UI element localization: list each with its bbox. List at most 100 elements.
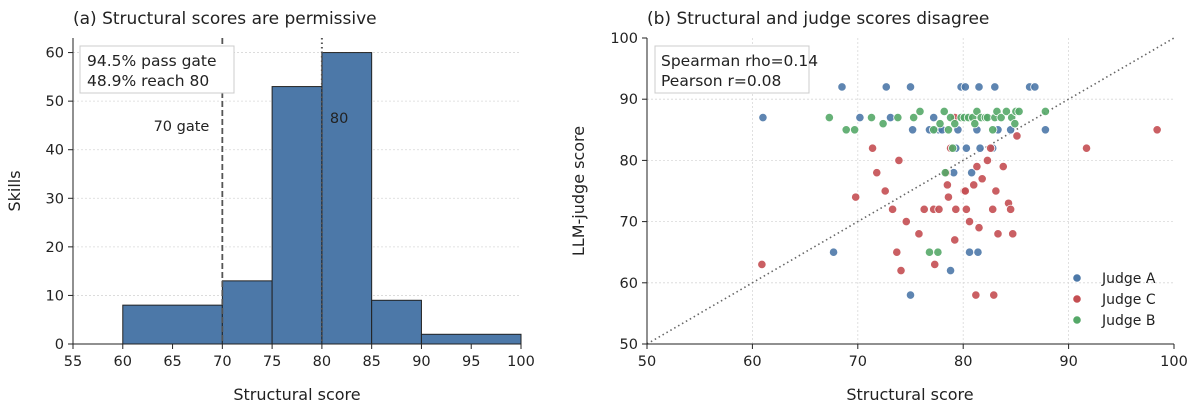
- scatter-point-judge-c: [974, 223, 984, 233]
- histogram-panel: (a) Structural scores are permissive 70 …: [5, 9, 535, 404]
- scatter-point-judge-c: [993, 229, 1003, 239]
- scatter-point-judge-c: [961, 204, 971, 214]
- scatter-point-judge-b: [940, 168, 950, 178]
- scatter-point-judge-a: [961, 143, 971, 153]
- histogram-y-tick-label: 20: [46, 240, 64, 256]
- scatter-point-judge-a: [828, 247, 839, 257]
- scatter-points: [757, 82, 1162, 300]
- histogram-y-tick-label: 50: [46, 94, 64, 110]
- scatter-point-judge-c: [991, 186, 1001, 196]
- scatter-point-judge-b: [841, 125, 851, 135]
- histogram-bar: [122, 304, 223, 345]
- histogram-bar: [321, 52, 373, 345]
- scatter-point-judge-b: [933, 247, 943, 257]
- scatter-annotation-line-2: Pearson r=0.08: [661, 72, 781, 90]
- histogram-x-axis-label: Structural score: [233, 385, 360, 404]
- scatter-point-judge-c: [972, 161, 982, 172]
- scatter-point-judge-a: [855, 112, 865, 123]
- scatter-point-judge-c: [1006, 204, 1016, 214]
- scatter-point-judge-c: [971, 290, 981, 300]
- scatter-point-judge-b: [893, 112, 903, 123]
- scatter-point-judge-c: [951, 204, 961, 214]
- scatter-point-judge-b: [850, 125, 860, 135]
- scatter-annotation-box: Spearman rho=0.14 Pearson r=0.08: [654, 45, 818, 94]
- scatter-point-judge-c: [982, 155, 993, 165]
- scatter-point-judge-c: [1008, 229, 1018, 239]
- scatter-point-judge-b: [935, 119, 945, 129]
- histogram-x-tick-label: 100: [507, 354, 535, 370]
- scatter-point-judge-c: [943, 192, 954, 202]
- scatter-point-judge-a: [964, 247, 975, 257]
- histogram-y-tick-label: 60: [46, 46, 64, 62]
- legend-label: Judge C: [1101, 292, 1156, 308]
- scatter-annotation-frame: [654, 45, 810, 94]
- scatter-legend: Judge A Judge C Judge B: [1072, 271, 1156, 329]
- scatter-point-judge-c: [988, 204, 998, 214]
- histogram-x-tick-label: 55: [64, 354, 82, 370]
- scatter-point-judge-c: [930, 259, 940, 270]
- scatter-point-judge-a: [905, 290, 916, 300]
- histogram-bar: [420, 333, 522, 345]
- scatter-point-judge-c: [942, 180, 952, 190]
- scatter-title: (b) Structural and judge scores disagree: [647, 9, 989, 29]
- scatter-point-judge-c: [960, 186, 970, 196]
- scatter-point-judge-c: [964, 217, 975, 227]
- histogram-y-ticks: 0 10 20 30 40 50 60: [46, 46, 73, 353]
- scatter-point-judge-a: [990, 82, 1000, 92]
- scatter-point-judge-c: [969, 180, 979, 190]
- histogram-annotation-line-2: 48.9% reach 80: [87, 72, 209, 90]
- scatter-point-judge-a: [1040, 125, 1051, 135]
- scatter-point-judge-a: [975, 143, 985, 153]
- histogram-y-tick-label: 40: [46, 143, 64, 159]
- scatter-point-judge-b: [996, 112, 1006, 123]
- scatter-point-judge-a: [960, 82, 970, 92]
- scatter-x-tick-label: 100: [1160, 354, 1188, 370]
- scatter-x-tick-label: 70: [849, 354, 867, 370]
- scatter-point-judge-b: [988, 125, 998, 135]
- histogram-bar: [271, 86, 323, 345]
- scatter-point-judge-b: [1010, 119, 1020, 129]
- histogram-x-tick-label: 95: [462, 354, 480, 370]
- histogram-bar: [371, 299, 422, 345]
- histogram-annotation-frame: [79, 45, 235, 94]
- histogram-title: (a) Structural scores are permissive: [73, 9, 377, 29]
- legend-label: Judge B: [1101, 313, 1155, 329]
- scatter-point-judge-b: [1014, 106, 1024, 117]
- scatter-point-judge-c: [998, 161, 1008, 172]
- scatter-point-judge-c: [977, 174, 987, 184]
- histogram-x-tick-label: 60: [114, 354, 132, 370]
- scatter-point-judge-c: [1081, 143, 1092, 153]
- scatter-point-judge-b: [950, 119, 960, 129]
- scatter-point-judge-c: [880, 186, 890, 196]
- scatter-point-judge-c: [887, 204, 898, 214]
- scatter-point-judge-b: [824, 112, 834, 123]
- scatter-point-judge-b: [948, 143, 958, 153]
- scatter-y-axis-label: LLM-judge score: [569, 126, 588, 256]
- scatter-x-tick-label: 80: [954, 354, 972, 370]
- histogram-x-tick-label: 85: [362, 354, 380, 370]
- scatter-point-judge-c: [914, 229, 924, 239]
- scatter-y-tick-label: 60: [620, 276, 638, 292]
- scatter-point-judge-a: [974, 82, 984, 92]
- scatter-panel: (b) Structural and judge scores disagree…: [569, 9, 1188, 404]
- scatter-point-judge-a: [758, 112, 768, 123]
- scatter-point-judge-b: [939, 106, 949, 117]
- scatter-x-axis-label: Structural score: [846, 385, 973, 404]
- scatter-point-judge-c: [950, 235, 960, 245]
- histogram-x-tick-label: 70: [213, 354, 231, 370]
- histogram-bar: [221, 280, 273, 345]
- scatter-point-judge-c: [896, 265, 906, 276]
- scatter-point-judge-c: [989, 290, 999, 300]
- scatter-point-judge-c: [901, 217, 911, 227]
- scatter-point-judge-a: [905, 82, 916, 92]
- scatter-x-tick-label: 60: [743, 354, 761, 370]
- scatter-point-judge-b: [970, 119, 980, 129]
- scatter-y-ticks: 50 60 70 80 90 100: [610, 31, 647, 353]
- scatter-point-judge-b: [924, 247, 935, 257]
- scatter-point-judge-b: [1001, 106, 1012, 117]
- histogram-axes: [72, 38, 521, 345]
- scatter-y-tick-label: 50: [620, 337, 638, 353]
- histogram-x-tick-label: 75: [263, 354, 281, 370]
- scatter-point-judge-a: [929, 112, 939, 123]
